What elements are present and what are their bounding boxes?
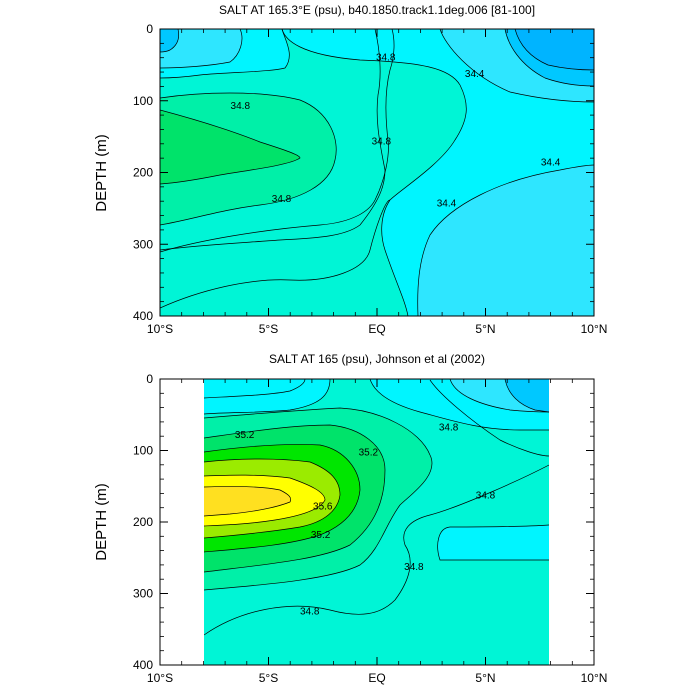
bottom-title: SALT AT 165 (psu), Johnson et al (2002) xyxy=(269,352,485,366)
x-tick-label: 5°S xyxy=(259,671,278,685)
y-tick-label: 300 xyxy=(133,587,153,601)
bottom-plot-area: 35.2 35.2 35.6 35.2 34.8 34.8 34.8 34.8 xyxy=(204,379,549,665)
bottom-panel: SALT AT 165 (psu), Johnson et al (2002) xyxy=(93,352,607,685)
top-contour xyxy=(160,109,301,185)
top-panel: SALT AT 165.3°E (psu), b40.1850.track1.1… xyxy=(93,3,607,336)
contour-label: 34.8 xyxy=(439,423,459,434)
x-tick-label: EQ xyxy=(368,322,385,336)
contour-label: 34.8 xyxy=(231,101,251,112)
y-tick-label: 200 xyxy=(133,515,153,529)
y-tick-label: 100 xyxy=(133,444,153,458)
top-title: SALT AT 165.3°E (psu), b40.1850.track1.1… xyxy=(219,3,535,17)
bot-contour xyxy=(204,379,306,399)
bot-contour xyxy=(369,379,549,431)
x-tick-label: 5°N xyxy=(475,322,495,336)
top-contours xyxy=(160,29,594,316)
bot-contour xyxy=(204,424,386,573)
bot-contour xyxy=(204,458,341,539)
y-tick-label: 100 xyxy=(133,94,153,108)
bot-contour xyxy=(429,379,549,457)
x-tick-label: 10°N xyxy=(581,671,608,685)
x-tick-label: 10°S xyxy=(147,671,173,685)
contour-label: 34.8 xyxy=(272,194,292,205)
bot-contour xyxy=(449,379,549,413)
bot-contour xyxy=(504,379,549,413)
bot-contour xyxy=(204,379,331,415)
contour-label: 35.6 xyxy=(313,501,333,512)
top-contour xyxy=(439,29,594,103)
bot-region-34-6-se xyxy=(437,525,549,560)
y-tick-label: 400 xyxy=(133,309,153,323)
top-region-34-0-ne xyxy=(515,29,594,70)
bot-contour xyxy=(204,464,549,636)
y-tick-label: 0 xyxy=(146,372,153,386)
y-tick-label: 200 xyxy=(133,166,153,180)
top-ylabel: DEPTH (m) xyxy=(93,134,110,212)
contour-label: 34.8 xyxy=(300,606,320,617)
top-region-34-4-sw xyxy=(160,29,242,68)
top-region-35-2 xyxy=(160,110,300,184)
top-plot-area: 34.8 34.8 34.8 34.8 34.4 34.4 34.4 xyxy=(160,29,594,316)
bot-contour xyxy=(204,474,326,527)
contour-label: 34.8 xyxy=(404,562,424,573)
top-contour xyxy=(281,29,467,316)
contour-label: 34.4 xyxy=(437,198,457,209)
top-region-34-4 xyxy=(417,165,594,316)
top-contour xyxy=(160,29,395,253)
bot-region-34-6-nw xyxy=(204,379,330,414)
top-contour xyxy=(160,29,180,53)
bottom-ylabel: DEPTH (m) xyxy=(93,483,110,561)
top-contour-labels: 34.8 34.8 34.8 34.8 34.4 34.4 34.4 xyxy=(231,53,561,210)
contour-label: 34.8 xyxy=(476,491,496,502)
y-tick-label: 300 xyxy=(133,237,153,251)
contour-label: 34.4 xyxy=(465,69,485,80)
x-tick-label: 5°S xyxy=(259,322,278,336)
bottom-contour-labels: 35.2 35.2 35.6 35.2 34.8 34.8 34.8 34.8 xyxy=(235,423,496,618)
bot-contour xyxy=(204,486,292,517)
top-contour xyxy=(417,164,594,316)
contour-label: 35.2 xyxy=(359,448,379,459)
x-tick-label: 5°N xyxy=(475,671,495,685)
contour-label: 34.4 xyxy=(541,157,561,168)
bottom-contours xyxy=(204,379,549,636)
y-tick-label: 0 xyxy=(146,22,153,36)
y-tick-label: 400 xyxy=(133,658,153,672)
contour-label: 34.8 xyxy=(376,53,396,64)
bot-contour xyxy=(204,444,361,553)
bot-contour xyxy=(204,407,433,591)
top-contour xyxy=(160,29,290,79)
top-contour xyxy=(160,199,391,309)
top-contour xyxy=(514,29,594,71)
bottom-ticks: 10°S 5°S EQ 5°N 10°N 0 100 200 300 400 xyxy=(133,372,607,685)
top-contour xyxy=(504,29,594,87)
top-contour xyxy=(160,29,243,69)
contour-label: 34.8 xyxy=(372,137,392,148)
x-tick-label: 10°S xyxy=(147,322,173,336)
x-tick-label: 10°N xyxy=(581,322,608,336)
bot-region-35-8 xyxy=(204,486,291,516)
contour-label: 35.2 xyxy=(311,530,331,541)
bot-region-34-2-ne xyxy=(505,379,549,412)
bot-contour xyxy=(437,524,549,561)
top-ticks: 10°S 5°S EQ 5°N 10°N 0 100 200 300 400 xyxy=(133,22,607,336)
x-tick-label: EQ xyxy=(368,671,385,685)
contour-label: 35.2 xyxy=(235,430,255,441)
top-contour xyxy=(160,92,337,226)
top-contour xyxy=(160,29,386,251)
top-region-34-2-sw xyxy=(160,29,179,52)
